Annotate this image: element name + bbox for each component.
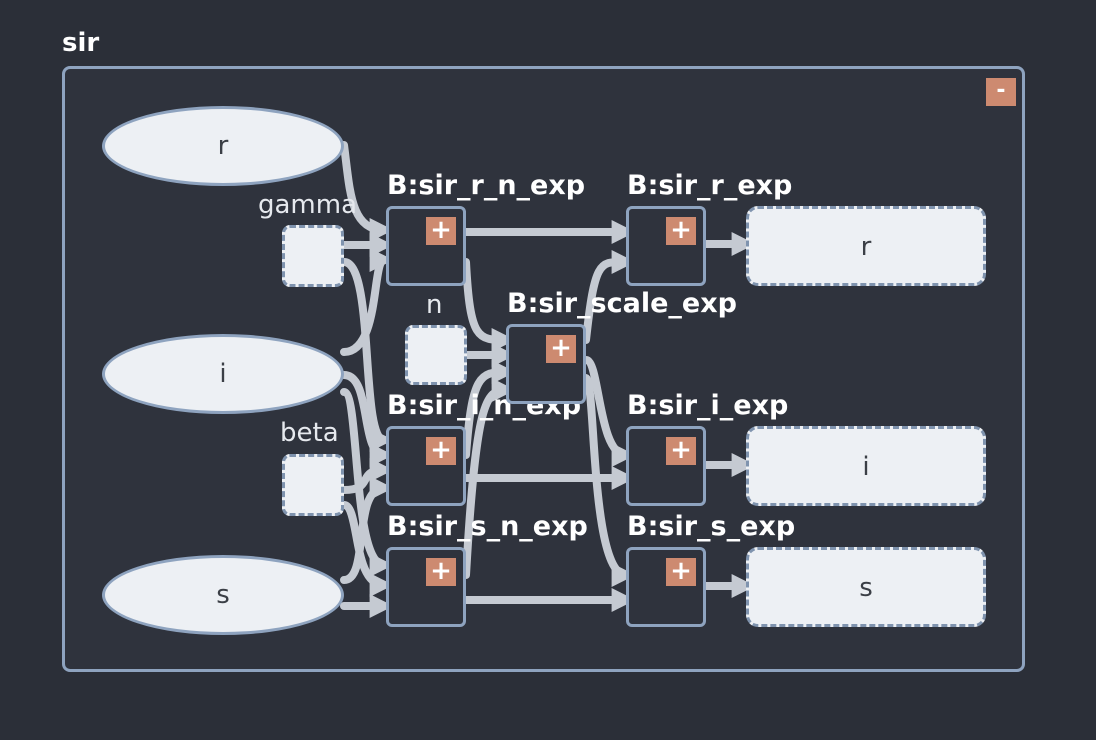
wire-i-to-r-n-exp	[340, 248, 394, 356]
output-node-s[interactable]: s	[746, 547, 986, 627]
wire-s-n-to-scale	[462, 378, 516, 579]
wire-i-to-i-n-exp	[340, 371, 394, 467]
block-label-sir-r-exp: B:sir_r_exp	[627, 170, 793, 201]
wire-i-n-to-scale	[462, 360, 516, 459]
param-label-gamma: gamma	[258, 190, 358, 220]
param-label-beta: beta	[280, 418, 339, 448]
block-label-sir-r-n-exp: B:sir_r_n_exp	[387, 170, 586, 201]
expand-sir-i-exp-button[interactable]: +	[666, 437, 696, 465]
wire-beta-to-s-n-exp	[340, 501, 394, 597]
block-label-sir-i-exp: B:sir_i_exp	[627, 390, 789, 421]
wire-scale-to-r-exp	[582, 249, 636, 344]
output-node-i[interactable]: i	[746, 426, 986, 506]
expand-sir-r-n-exp-button[interactable]: +	[426, 217, 456, 245]
wire-scale-to-i-exp	[582, 356, 636, 467]
wire-r-to-r-n-exp	[340, 141, 394, 242]
wire-gamma-to-i-n-exp	[340, 258, 394, 452]
param-label-n: n	[426, 290, 443, 320]
wire-r-n-to-scale	[462, 258, 516, 352]
collapse-button[interactable]: -	[986, 78, 1016, 106]
param-node-beta[interactable]	[282, 454, 344, 516]
block-label-sir-s-exp: B:sir_s_exp	[627, 511, 796, 542]
wire-i-to-s-n-exp	[340, 388, 394, 577]
wire-scale-to-s-exp	[582, 374, 636, 587]
input-node-i[interactable]: i	[102, 334, 344, 414]
wire-beta-to-i-n-exp	[340, 458, 394, 494]
block-label-sir-scale-exp: B:sir_scale_exp	[507, 288, 737, 319]
expand-sir-s-exp-button[interactable]: +	[666, 558, 696, 586]
expand-sir-s-n-exp-button[interactable]: +	[426, 558, 456, 586]
group-title: sir	[62, 28, 100, 58]
input-node-r[interactable]: r	[102, 106, 344, 186]
expand-sir-scale-exp-button[interactable]: +	[546, 335, 576, 363]
expand-sir-r-exp-button[interactable]: +	[666, 217, 696, 245]
output-node-r[interactable]: r	[746, 206, 986, 286]
param-node-gamma[interactable]	[282, 225, 344, 287]
input-node-s[interactable]: s	[102, 555, 344, 635]
block-label-sir-s-n-exp: B:sir_s_n_exp	[387, 511, 588, 542]
expand-sir-i-n-exp-button[interactable]: +	[426, 437, 456, 465]
param-node-n[interactable]	[405, 325, 467, 385]
